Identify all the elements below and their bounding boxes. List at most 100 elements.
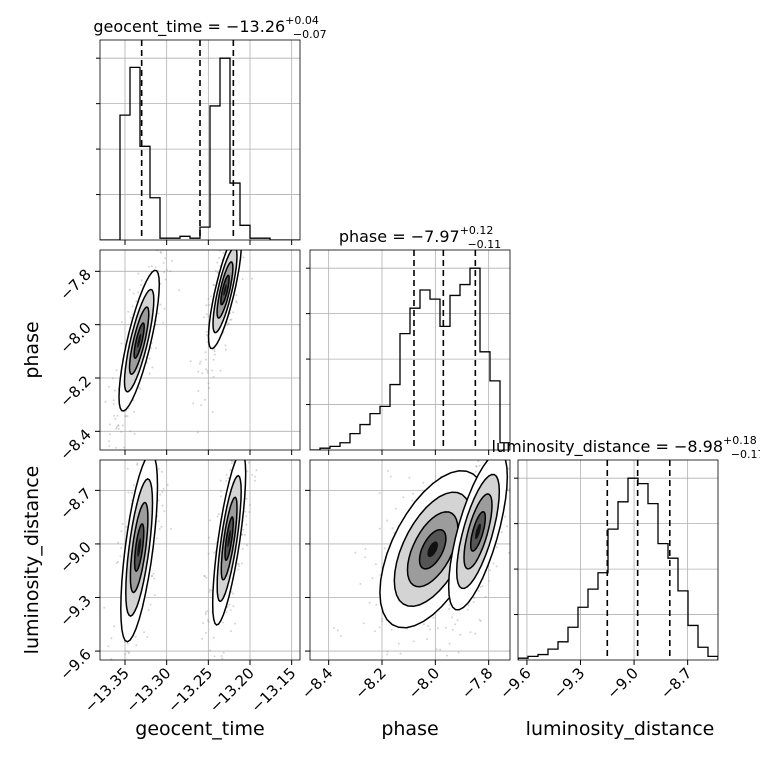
contour-line [118, 269, 161, 412]
scatter-point [160, 470, 163, 473]
scatter-point [108, 445, 111, 447]
title-minus: −0.07 [293, 28, 327, 41]
scatter-point [221, 243, 223, 245]
scatter-point [157, 499, 160, 502]
x-tick-label: −8.0 [405, 664, 443, 702]
scatter-point [242, 202, 244, 204]
scatter-point [213, 284, 216, 287]
scatter-point [242, 256, 245, 259]
scatter-point [217, 513, 220, 516]
histogram-steps [518, 477, 718, 660]
density-fill [427, 541, 438, 558]
scatter-point [238, 245, 240, 247]
scatter-point [105, 719, 107, 721]
scatter-point [391, 527, 394, 530]
scatter-point [246, 470, 249, 473]
scatter-point [245, 523, 248, 526]
scatter-point [236, 222, 238, 224]
contour-line [224, 516, 235, 562]
scatter-point [235, 246, 237, 248]
scatter-point [242, 528, 245, 531]
scatter-point [206, 371, 209, 374]
scatter-point [237, 563, 240, 566]
scatter-point [137, 291, 140, 294]
scatter-point [448, 642, 451, 645]
scatter-point [244, 510, 247, 513]
scatter-point [120, 342, 123, 345]
scatter-point [213, 350, 216, 353]
scatter-point [148, 357, 151, 360]
scatter-point [226, 605, 229, 608]
scatter-point [228, 242, 230, 244]
scatter-point [243, 533, 246, 536]
scatter-point [212, 284, 215, 286]
panel-title: luminosity_distance = −8.98+0.18−0.17 [492, 434, 760, 461]
scatter-point [510, 404, 512, 406]
scatter-point [126, 642, 129, 645]
scatter-point [137, 453, 139, 455]
scatter-point [204, 398, 207, 401]
scatter-point [192, 663, 194, 665]
scatter-point [238, 422, 240, 424]
scatter-point [164, 257, 167, 260]
scatter-point [349, 698, 351, 700]
contour-line [418, 528, 447, 570]
scatter-point [170, 421, 172, 423]
scatter-point [116, 708, 118, 710]
scatter-point [245, 207, 247, 209]
scatter-point [125, 525, 128, 528]
scatter-point [469, 631, 472, 634]
scatter-point [247, 398, 249, 400]
scatter-point [124, 414, 127, 417]
scatter-point [218, 257, 221, 260]
scatter-point [362, 622, 365, 625]
scatter-point [208, 588, 211, 591]
scatter-point [480, 455, 482, 457]
x-tick-label: −13.20 [206, 664, 258, 716]
scatter-point [211, 369, 214, 372]
scatter-point [108, 440, 110, 443]
scatter-point [189, 360, 192, 363]
y-tick-label: −9.3 [56, 592, 94, 630]
contour-line [128, 306, 150, 375]
scatter-point [411, 499, 414, 502]
scatter-point [212, 358, 215, 361]
scatter-point [127, 491, 130, 494]
scatter-point [467, 604, 470, 607]
scatter-point [422, 481, 425, 484]
scatter-point [242, 424, 244, 426]
scatter-point [235, 201, 237, 203]
x-tick-label: −8.4 [298, 664, 336, 702]
density-fill [137, 333, 142, 348]
scatter-point [219, 479, 222, 482]
scatter-point [429, 628, 431, 631]
scatter-point [245, 515, 248, 518]
scatter-point [202, 622, 205, 625]
y-tick-label: −8.7 [56, 484, 94, 522]
scatter-point [232, 311, 235, 314]
scatter-point [132, 292, 135, 295]
scatter-point [154, 266, 157, 269]
scatter-point [221, 657, 224, 660]
scatter-point [157, 467, 160, 470]
scatter-point [235, 301, 238, 304]
contour-line [133, 322, 145, 359]
scatter-point [431, 662, 433, 664]
scatter-point [472, 601, 475, 604]
scatter-point [492, 418, 494, 420]
scatter-point [139, 284, 142, 286]
scatter-point [220, 490, 222, 493]
histogram-steps [310, 267, 510, 450]
density-fill [223, 284, 227, 296]
scatter-point [492, 562, 495, 565]
scatter-point [504, 515, 507, 518]
scatter-point [113, 414, 115, 417]
scatter-point [205, 313, 208, 316]
scatter-point [110, 463, 112, 465]
scatter-point [423, 441, 425, 443]
x-tick-label: −9.6 [496, 664, 534, 702]
scatter-point [206, 610, 209, 613]
scatter-point [125, 650, 128, 653]
scatter-point [444, 626, 447, 629]
density-fill [475, 523, 481, 540]
